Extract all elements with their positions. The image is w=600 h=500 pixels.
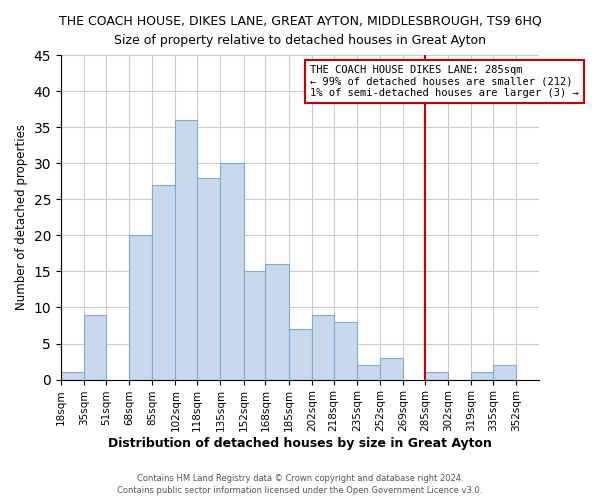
Bar xyxy=(220,164,244,380)
Bar xyxy=(493,365,516,380)
X-axis label: Distribution of detached houses by size in Great Ayton: Distribution of detached houses by size … xyxy=(108,437,492,450)
Bar xyxy=(312,314,334,380)
Bar xyxy=(425,372,448,380)
Bar xyxy=(357,365,380,380)
Text: THE COACH HOUSE DIKES LANE: 285sqm
← 99% of detached houses are smaller (212)
1%: THE COACH HOUSE DIKES LANE: 285sqm ← 99%… xyxy=(310,65,578,98)
Bar xyxy=(244,272,265,380)
Y-axis label: Number of detached properties: Number of detached properties xyxy=(15,124,28,310)
Title: THE COACH HOUSE, DIKES LANE, GREAT AYTON, MIDDLESBROUGH, TS9 6HQ
Size of propert: THE COACH HOUSE, DIKES LANE, GREAT AYTON… xyxy=(59,15,542,47)
Text: Contains HM Land Registry data © Crown copyright and database right 2024.
Contai: Contains HM Land Registry data © Crown c… xyxy=(118,474,482,495)
Bar xyxy=(175,120,197,380)
Bar xyxy=(61,372,84,380)
Bar xyxy=(152,185,175,380)
Bar xyxy=(197,178,220,380)
Bar xyxy=(380,358,403,380)
Bar xyxy=(265,264,289,380)
Bar xyxy=(471,372,493,380)
Bar xyxy=(334,322,357,380)
Bar xyxy=(289,329,312,380)
Bar xyxy=(129,236,152,380)
Bar xyxy=(84,314,106,380)
